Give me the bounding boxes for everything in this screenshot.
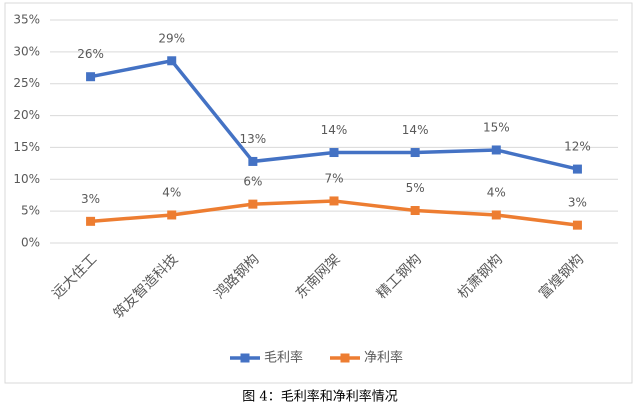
- data-label: 5%: [406, 181, 425, 195]
- data-label: 6%: [243, 175, 262, 189]
- marker: [248, 156, 258, 166]
- data-label: 3%: [568, 196, 587, 210]
- marker: [491, 210, 501, 220]
- y-tick-label: 5%: [21, 204, 40, 218]
- marker: [572, 220, 582, 230]
- y-tick-label: 15%: [13, 140, 40, 154]
- data-label: 4%: [162, 185, 181, 199]
- data-label: 15%: [483, 120, 510, 134]
- y-tick-label: 25%: [13, 76, 40, 90]
- data-label: 7%: [324, 171, 343, 185]
- marker: [167, 210, 177, 220]
- legend-marker: [240, 353, 250, 363]
- legend-label: 毛利率: [264, 350, 303, 366]
- y-tick-label: 20%: [13, 108, 40, 122]
- marker: [86, 216, 96, 226]
- data-label: 4%: [487, 185, 506, 199]
- y-tick-label: 10%: [13, 172, 40, 186]
- marker: [410, 148, 420, 158]
- marker: [410, 206, 420, 216]
- data-label: 13%: [240, 132, 267, 146]
- data-label: 14%: [321, 123, 348, 137]
- legend-marker: [340, 353, 350, 363]
- y-tick-label: 35%: [13, 13, 40, 27]
- data-label: 3%: [81, 192, 100, 206]
- marker: [167, 56, 177, 66]
- legend-label: 净利率: [364, 350, 403, 366]
- marker: [329, 148, 339, 158]
- data-label: 12%: [564, 140, 591, 154]
- y-tick-label: 30%: [13, 44, 40, 58]
- y-tick-label: 0%: [21, 236, 40, 250]
- marker: [248, 199, 258, 209]
- marker: [86, 72, 96, 82]
- data-label: 14%: [402, 123, 429, 137]
- marker: [491, 145, 501, 155]
- marker: [329, 196, 339, 206]
- marker: [572, 164, 582, 174]
- data-label: 29%: [158, 31, 185, 45]
- chart-frame: [4, 2, 633, 384]
- caption: 图 4：毛利率和净利率情况: [242, 389, 397, 405]
- data-label: 26%: [77, 47, 104, 61]
